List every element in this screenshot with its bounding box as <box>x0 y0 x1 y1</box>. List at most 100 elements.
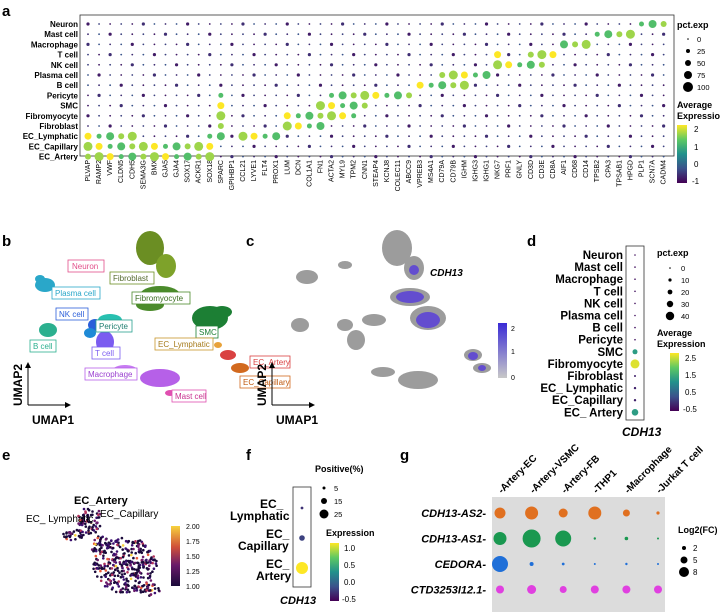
dotplot-a-dot <box>208 32 212 36</box>
dotplot-a-dot <box>319 33 322 36</box>
dotplot-a-dot <box>186 22 190 26</box>
dotplot-a-dot <box>131 53 134 56</box>
dotplot-a-dot <box>585 63 588 66</box>
dotplot-a-dot <box>242 84 244 87</box>
e-point <box>93 570 97 574</box>
e-point <box>87 526 91 530</box>
dotplot-a-dot <box>662 63 665 66</box>
e-point <box>98 548 101 552</box>
dotplot-a-dot <box>98 23 100 25</box>
dotplot-d-dot <box>631 409 639 416</box>
dotplot-a-dot <box>596 114 599 117</box>
dotplot-a-gene-label: VWF <box>107 160 114 176</box>
dotplot-a-dot <box>563 114 565 117</box>
e-tick: 2.00 <box>186 524 200 531</box>
dotplot-a-dot <box>518 94 521 97</box>
dotplot-a-dot <box>329 63 334 67</box>
e-point <box>92 523 95 527</box>
dotplot-d-dots <box>630 254 640 416</box>
dotplot-a-gene-label: SCN7A <box>650 160 657 184</box>
legend-a-tick: 1 <box>694 143 699 152</box>
dotplot-a-dot <box>496 135 499 138</box>
label-pericyte: Pericyte <box>99 322 128 331</box>
dotplot-a-dot <box>131 104 134 107</box>
dotplot-a-dot <box>549 51 557 59</box>
dotplot-a-dot <box>581 39 591 49</box>
dotplot-a-dot <box>164 84 167 87</box>
dotplot-a-row-label: EC_Artery <box>39 153 79 162</box>
dotplot-a-dot <box>108 53 112 57</box>
dotplot-a-gene-label: CD8A <box>550 160 557 179</box>
dotplot-a-dot <box>109 74 112 76</box>
dotplot-a-dot <box>552 33 554 36</box>
e-point <box>99 564 102 567</box>
panel-e: e EC_Artery EC_ Lymphatic EC_Capillary 2… <box>2 447 200 597</box>
dotplot-a-dot <box>84 132 92 140</box>
e-point <box>146 553 150 557</box>
legend-f-tick: 1.0 <box>344 544 356 553</box>
dotplot-a-gene-label: BMX <box>151 160 158 176</box>
dotplot-a-dot <box>197 73 201 77</box>
legend-a-pct-dot <box>683 82 693 92</box>
e-point <box>136 561 139 565</box>
f-row-0a: EC_ <box>260 497 284 511</box>
dotplot-d-row-label: Pericyte <box>578 335 623 347</box>
e-label-cap: EC_Capillary <box>100 509 158 520</box>
dotplot-a-dot <box>219 145 222 148</box>
dotplot-a-dot <box>231 94 233 97</box>
dotplot-a-dot <box>651 84 654 87</box>
e-point <box>153 587 157 590</box>
dotplot-a-dot <box>385 22 389 26</box>
dotplot-a-dot <box>639 93 644 97</box>
dotplot-a-dot <box>430 23 433 25</box>
g-dot <box>522 529 541 548</box>
dotplot-a-dot <box>208 74 211 76</box>
dotplot-a-dot <box>297 145 300 148</box>
e-point <box>77 514 80 518</box>
dotplot-a-dot <box>263 104 267 108</box>
dotplot-a-dot <box>98 43 100 46</box>
legend-d-tick: -0.5 <box>683 405 697 414</box>
dotplot-a-dot <box>341 125 344 127</box>
panel-b: b Neuron Plasma cell NK cell B ce <box>2 231 291 427</box>
dotplot-a-dot <box>518 74 521 76</box>
dotplot-a-dot <box>651 104 654 107</box>
cluster-eclymph <box>214 342 222 348</box>
e-point <box>133 561 137 565</box>
dotplot-a-dot <box>563 94 565 97</box>
dotplot-a-dot <box>607 63 610 66</box>
dotplot-a-dot <box>429 63 433 67</box>
dotplot-a-dot <box>141 22 145 26</box>
e-point <box>131 567 134 571</box>
dotplot-a-dot <box>651 94 654 97</box>
dotplot-a-dot <box>540 104 543 107</box>
dotplot-a-gene-label: CD3E <box>539 160 546 179</box>
dotplot-a-dot <box>264 53 267 56</box>
e-point <box>82 507 86 511</box>
dotplot-a-dot <box>363 32 367 36</box>
panel-letter-g: g <box>400 447 409 464</box>
dotplot-a-dot <box>662 84 665 87</box>
dotplot-a-dot <box>640 104 643 107</box>
dotplot-a-dot <box>473 83 478 87</box>
e-point <box>129 563 132 567</box>
dotplot-a-dot <box>452 125 455 127</box>
dotplot-a-dot <box>107 143 113 149</box>
dotplot-d-dot <box>634 326 636 329</box>
dotplot-a-dot <box>452 43 455 46</box>
dotplot-a-dot <box>164 23 167 25</box>
dotplot-a-dot <box>585 155 588 158</box>
dotplot-a-dot <box>596 53 599 56</box>
e-point <box>74 538 77 541</box>
dotplot-a-dot <box>419 33 421 36</box>
dotplot-a-dot <box>153 125 156 127</box>
dotplot-a-dot <box>109 114 112 117</box>
dotplot-f-dot <box>299 535 305 541</box>
legend-f-pos-dot <box>319 509 329 519</box>
legend-f-tick: 0.5 <box>344 561 356 570</box>
e-point <box>91 513 94 517</box>
e-point <box>75 528 79 532</box>
dotplot-a-dot <box>607 23 610 25</box>
dotplot-a-dot <box>264 63 267 66</box>
legend-g-label: 5 <box>693 556 698 565</box>
